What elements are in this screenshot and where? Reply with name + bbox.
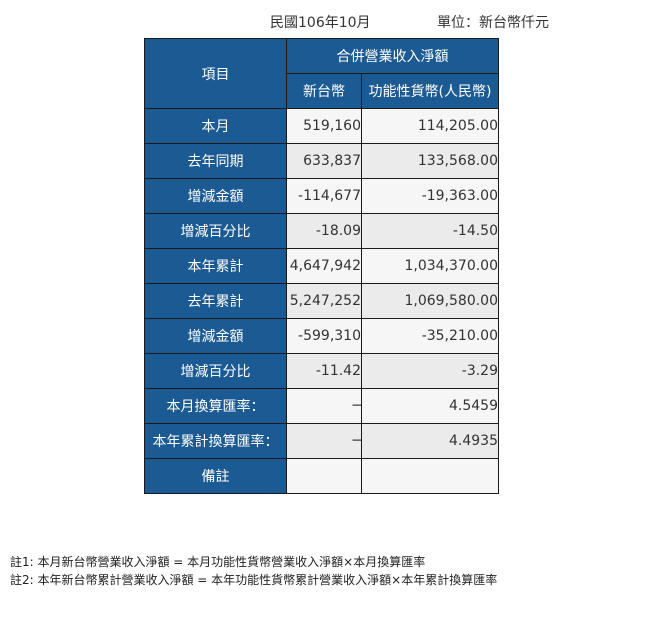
table-row: 去年同期 633,837 133,568.00 [144, 143, 499, 179]
revenue-table: 項目 合併營業收入淨額 新台幣 功能性貨幣(人民幣) 本月 519,160 11… [144, 38, 499, 494]
column-header-twd: 新台幣 [286, 73, 362, 109]
table-row: 本年累計 4,647,942 1,034,370.00 [144, 248, 499, 284]
cell-twd: 5,247,252 [286, 283, 362, 319]
table-row: 增減金額 -599,310 -35,210.00 [144, 318, 499, 354]
row-label: 去年累計 [144, 283, 287, 319]
row-label: 增減百分比 [144, 213, 287, 249]
cell-functional: 1,034,370.00 [361, 248, 499, 284]
cell-functional [361, 458, 499, 494]
column-header-functional-currency: 功能性貨幣(人民幣) [361, 73, 499, 109]
footnotes: 註1: 本月新台幣營業收入淨額 = 本月功能性貨幣營業收入淨額×本月換算匯率 註… [10, 553, 497, 589]
cell-twd: -599,310 [286, 318, 362, 354]
cell-functional: 4.4935 [361, 423, 499, 459]
row-label: 增減百分比 [144, 353, 287, 389]
row-label: 去年同期 [144, 143, 287, 179]
cell-twd: 519,160 [286, 108, 362, 144]
row-label: 備註 [144, 458, 287, 494]
cell-functional: 4.5459 [361, 388, 499, 424]
table-row: 去年累計 5,247,252 1,069,580.00 [144, 283, 499, 319]
cell-twd: -11.42 [286, 353, 362, 389]
row-label: 本年累計換算匯率： [144, 423, 287, 459]
row-label: 增減金額 [144, 318, 287, 354]
cell-functional: 114,205.00 [361, 108, 499, 144]
table-row: 備註 [144, 458, 499, 494]
row-label: 本月換算匯率： [144, 388, 287, 424]
table-header-row: 項目 合併營業收入淨額 [144, 38, 499, 109]
cell-functional: -14.50 [361, 213, 499, 249]
table-row: 本月 519,160 114,205.00 [144, 108, 499, 144]
cell-functional: 1,069,580.00 [361, 283, 499, 319]
table-row: 本年累計換算匯率： ─ 4.4935 [144, 423, 499, 459]
cell-functional: -3.29 [361, 353, 499, 389]
table-row: 本月換算匯率： ─ 4.5459 [144, 388, 499, 424]
cell-twd: 4,647,942 [286, 248, 362, 284]
cell-twd: -18.09 [286, 213, 362, 249]
cell-twd: ─ [286, 388, 362, 424]
table-row: 增減金額 -114,677 -19,363.00 [144, 178, 499, 214]
table-row: 增減百分比 -18.09 -14.50 [144, 213, 499, 249]
cell-twd: 633,837 [286, 143, 362, 179]
cell-twd: ─ [286, 423, 362, 459]
report-period: 民國106年10月 [270, 15, 371, 31]
footnote: 註2: 本年新台幣累計營業收入淨額 = 本年功能性貨幣累計營業收入淨額×本年累計… [10, 573, 498, 587]
row-label: 增減金額 [144, 178, 287, 214]
row-label: 本年累計 [144, 248, 287, 284]
row-label: 本月 [144, 108, 287, 144]
footnote: 註1: 本月新台幣營業收入淨額 = 本月功能性貨幣營業收入淨額×本月換算匯率 [10, 555, 426, 569]
cell-functional: 133,568.00 [361, 143, 499, 179]
column-header-group: 合併營業收入淨額 [286, 38, 499, 74]
column-header-item: 項目 [144, 38, 287, 109]
report-unit: 單位：新台幣仟元 [437, 15, 549, 31]
table-row: 增減百分比 -11.42 -3.29 [144, 353, 499, 389]
cell-twd: -114,677 [286, 178, 362, 214]
table-subheader-row: 新台幣 功能性貨幣(人民幣) [145, 73, 499, 109]
cell-functional: -19,363.00 [361, 178, 499, 214]
cell-functional: -35,210.00 [361, 318, 499, 354]
cell-twd [286, 458, 362, 494]
